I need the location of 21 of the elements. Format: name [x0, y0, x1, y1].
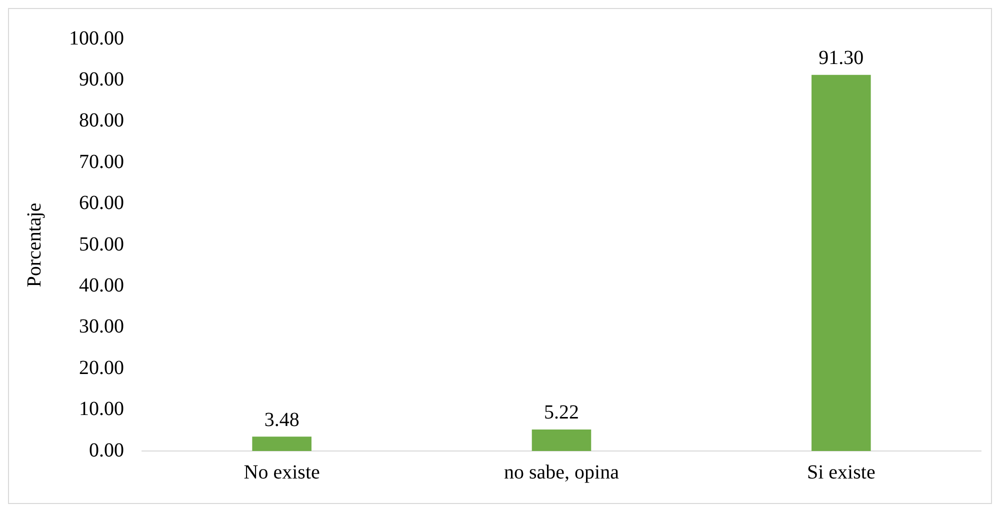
data-label: 3.48 — [264, 408, 300, 431]
y-tick-label: 90.00 — [79, 68, 124, 90]
bar — [812, 74, 871, 451]
x-tick-label: Si existe — [806, 461, 876, 484]
y-tick-label: 70.00 — [79, 150, 124, 173]
y-tick-label: 80.00 — [79, 110, 124, 132]
y-tick-label: 50.00 — [79, 233, 124, 256]
bar — [532, 429, 592, 451]
y-tick-label: 40.00 — [79, 274, 124, 296]
y-tick-label: 20.00 — [79, 356, 124, 379]
data-label: 5.22 — [544, 402, 579, 424]
y-tick-label: 60.00 — [79, 192, 124, 214]
bar — [252, 436, 312, 451]
x-tick-label: no sabe, opina — [504, 461, 620, 484]
y-tick-label: 30.00 — [79, 316, 124, 338]
data-label: 91.30 — [818, 47, 864, 70]
x-tick-label: No existe — [244, 461, 320, 484]
y-tick-label: 0.00 — [89, 439, 124, 462]
y-axis-title: Porcentaje — [23, 202, 46, 288]
y-tick-label: 100.00 — [69, 27, 124, 50]
y-tick-label: 10.00 — [79, 398, 124, 420]
